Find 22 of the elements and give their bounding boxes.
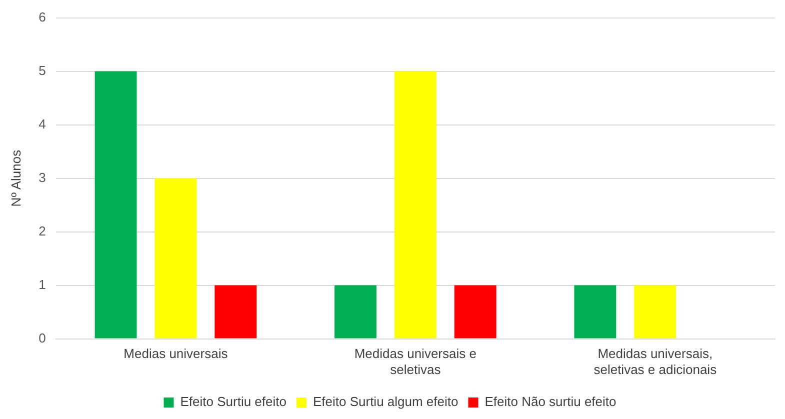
x-tick-label: Medias universais	[124, 346, 228, 362]
x-tick-label: Medidas universais e seletivas	[354, 346, 476, 377]
y-tick-label: 2	[38, 223, 46, 238]
legend-label: Efeito Não surtiu efeito	[484, 394, 616, 410]
y-tick-label: 4	[38, 116, 46, 132]
x-tick-label: Medidas universais, seletivas e adicionais	[594, 346, 718, 377]
y-tick-label: 6	[38, 9, 46, 24]
bar	[394, 71, 436, 338]
y-tick-label: 0	[38, 330, 46, 346]
legend-label: Efeito Surtiu efeito	[180, 394, 286, 410]
bar	[634, 285, 676, 338]
legend-label: Efeito Surtiu algum efeito	[312, 394, 458, 410]
y-tick-label: 1	[38, 276, 46, 292]
bar	[574, 285, 616, 338]
bar	[214, 285, 257, 338]
y-axis-title: Nº Alunos	[8, 149, 24, 207]
bar	[94, 71, 137, 338]
y-tick-label: 3	[38, 170, 46, 185]
y-tick-label: 5	[38, 62, 46, 78]
bar	[334, 285, 376, 338]
bar	[154, 178, 197, 338]
bar	[454, 285, 496, 338]
